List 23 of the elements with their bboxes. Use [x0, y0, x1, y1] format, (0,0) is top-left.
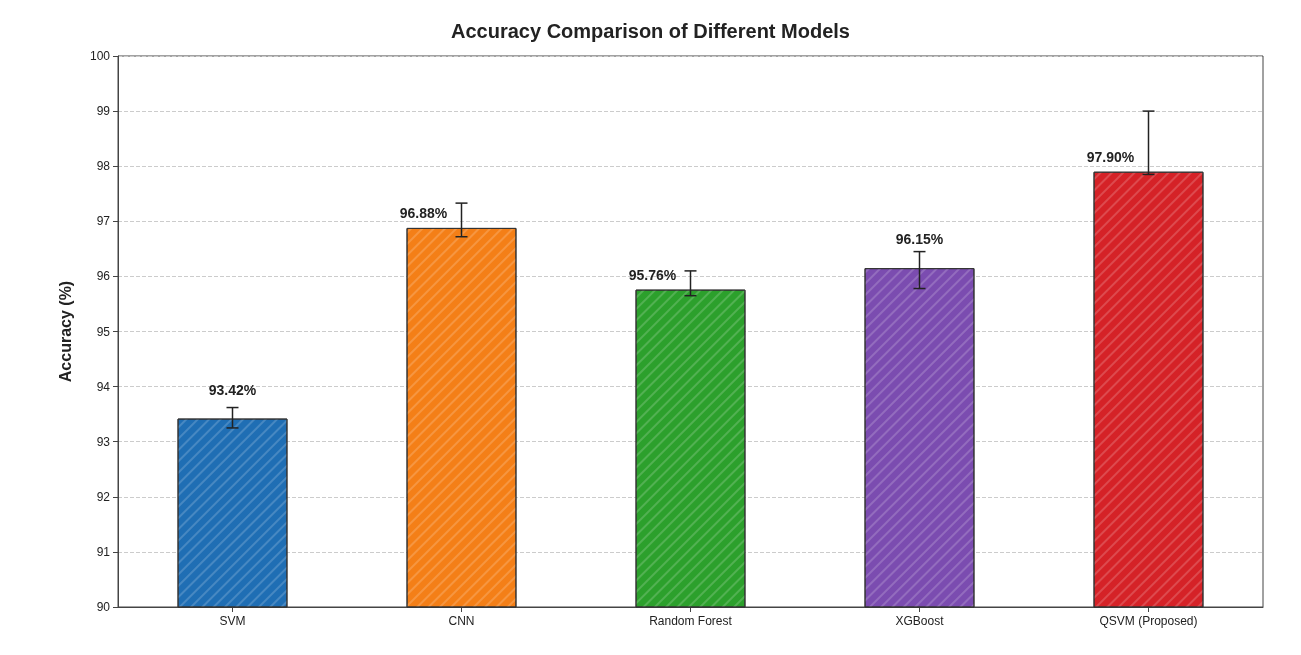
- y-tick-label: 97: [96, 214, 111, 229]
- data-label: 95.76%: [628, 266, 677, 283]
- x-tick-label: Random Forest: [649, 614, 733, 628]
- y-tick-label: 90: [96, 600, 111, 614]
- data-label: 96.15%: [895, 231, 944, 248]
- y-tick-label: 95: [96, 324, 111, 339]
- y-tick-label: 94: [96, 379, 111, 394]
- data-label: 96.88%: [399, 204, 448, 221]
- y-tick-label: 99: [96, 104, 111, 119]
- x-tick-label: CNN: [448, 614, 475, 628]
- chart-title: Accuracy Comparison of Different Models: [451, 20, 850, 42]
- y-tick-label: 96: [96, 269, 111, 284]
- x-tick-label: XGBoost: [895, 614, 945, 628]
- y-tick-label: 100: [89, 49, 111, 63]
- x-tick-label: SVM: [219, 614, 246, 628]
- y-tick-label: 98: [96, 159, 111, 174]
- y-tick-label: 93: [96, 434, 111, 449]
- data-label: 97.90%: [1086, 148, 1135, 165]
- y-tick-label: 91: [96, 544, 111, 559]
- data-label: 93.42%: [208, 381, 257, 398]
- y-axis-title: Accuracy (%): [56, 280, 74, 383]
- x-tick-label: QSVM (Proposed): [1099, 614, 1198, 628]
- y-tick-label: 92: [96, 489, 111, 504]
